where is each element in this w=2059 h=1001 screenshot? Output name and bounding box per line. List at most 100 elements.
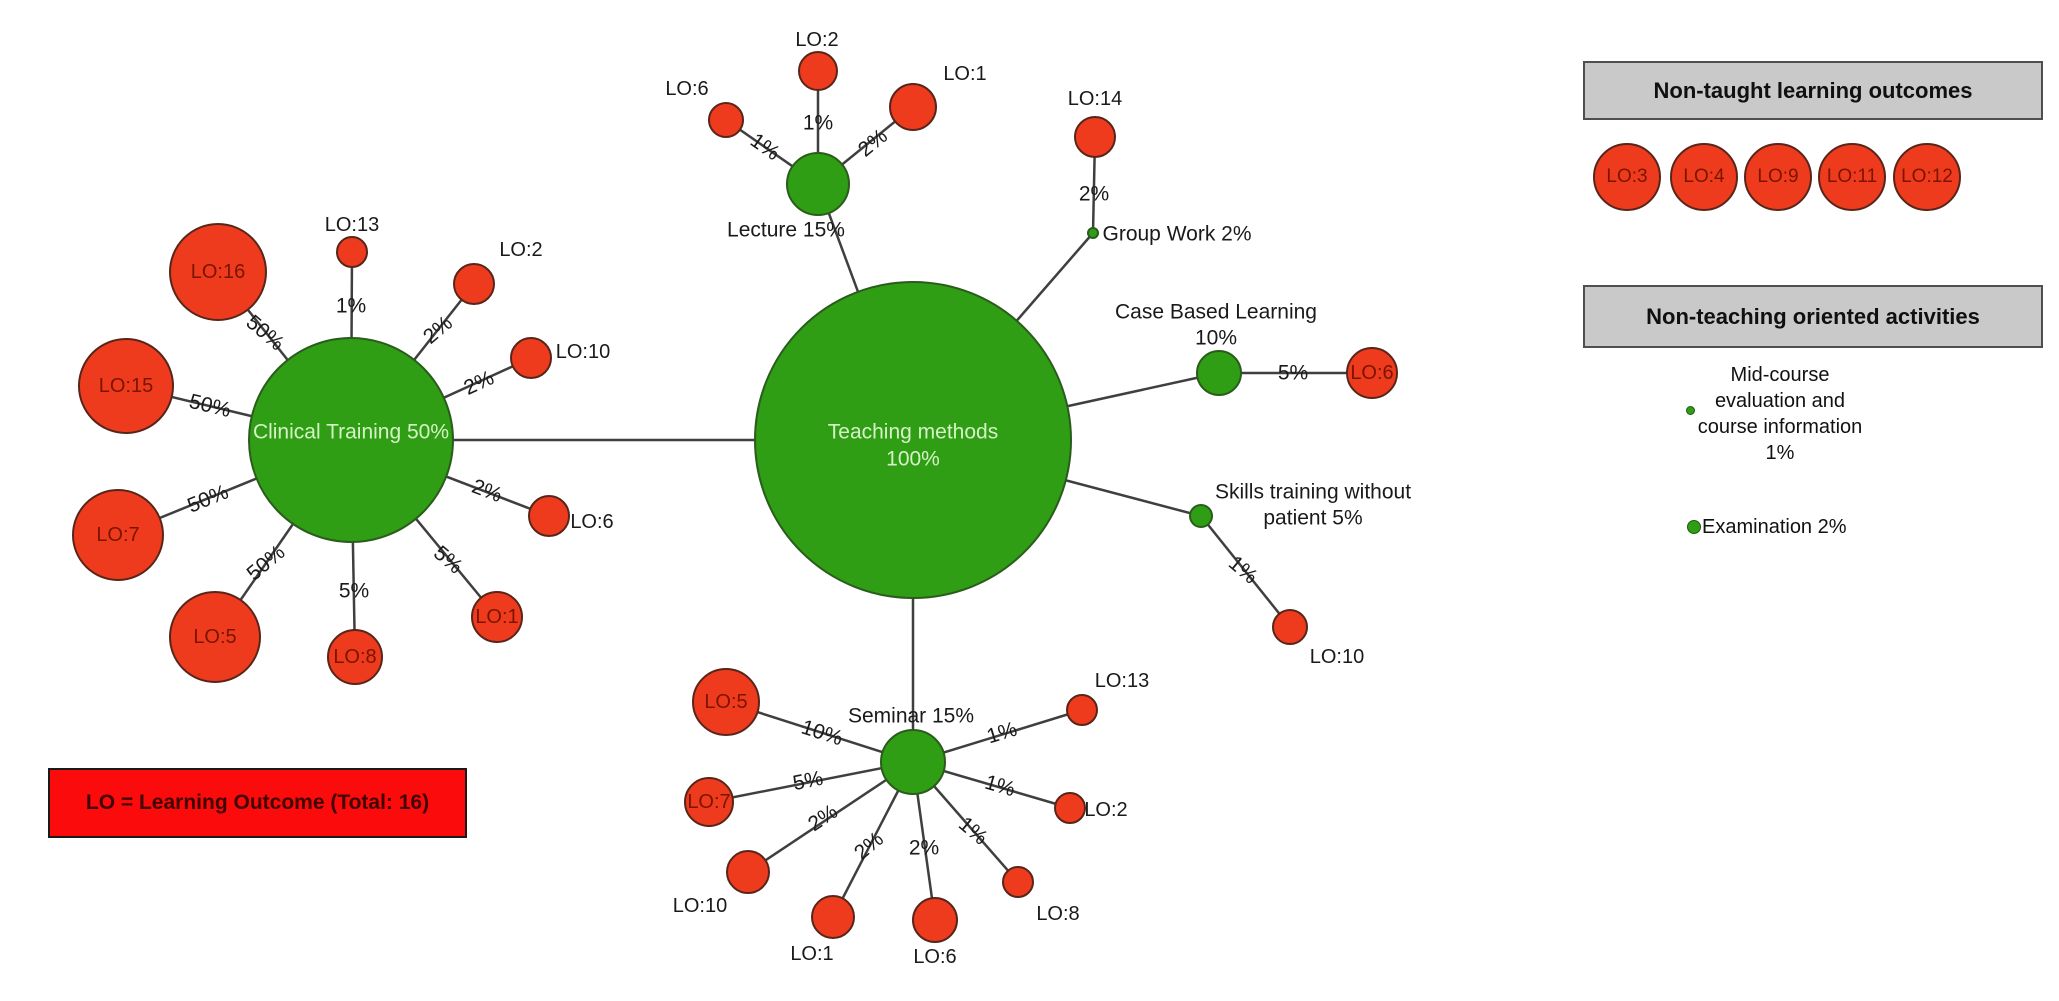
node-label-lecture: Lecture 15% [727, 219, 845, 242]
edge-percent-label-cbl-cbl-lo6: 5% [1278, 362, 1308, 385]
non-taught-outcomes-header: Non-taught learning outcomes [1583, 61, 2043, 120]
node-label-sem-lo10: LO:10 [673, 895, 727, 917]
node-sk-lo10 [1272, 609, 1308, 645]
node-label-sem-lo5: LO:5 [704, 691, 747, 713]
legend-outcome-lo9: LO:9 [1744, 143, 1812, 211]
edge-seminar-sem-lo7 [708, 760, 914, 804]
node-teaching [754, 281, 1072, 599]
node-cl-lo15 [78, 338, 174, 434]
examination-item: Examination 2% [1702, 516, 1847, 538]
node-label-cl-lo15: LO:15 [99, 375, 153, 397]
edge-percent-label-seminar-sem-lo7: 5% [791, 767, 825, 795]
node-cbl-lo6 [1346, 347, 1398, 399]
non-taught-outcomes-title: Non-taught learning outcomes [1653, 77, 1973, 103]
midcourse-line-4: 1% [1765, 442, 1795, 464]
legend-outcome-lo4: LO:4 [1670, 143, 1738, 211]
node-label-teaching-line2: 100% [886, 448, 940, 471]
edge-percent-label-seminar-sem-lo6: 2% [909, 837, 939, 860]
node-label-cbl-line1: Case Based Learning [1115, 301, 1317, 324]
legend-outcome-lo12-label: LO:12 [1901, 166, 1953, 187]
node-sem-lo8 [1002, 866, 1034, 898]
node-cl-lo5 [169, 591, 261, 683]
node-sem-lo5 [692, 668, 760, 736]
node-label-sk-lo10: LO:10 [1310, 646, 1364, 668]
node-sem-lo13 [1066, 694, 1098, 726]
midcourse-evaluation-dot-icon [1686, 406, 1695, 415]
node-label-groupwork: Group Work 2% [1103, 223, 1252, 246]
learning-outcome-footnote: LO = Learning Outcome (Total: 16) [48, 768, 467, 838]
node-lec-lo1 [889, 83, 937, 131]
legend-outcome-lo12: LO:12 [1893, 143, 1961, 211]
node-label-lec-lo6: LO:6 [665, 78, 708, 100]
node-cl-lo6 [528, 495, 570, 537]
node-label-cl-lo7: LO:7 [96, 524, 139, 546]
edge-percent-label-clinical-cl-lo16: 50% [242, 311, 289, 356]
node-lec-lo2 [798, 51, 838, 91]
node-label-clinical: Clinical Training 50% [253, 421, 449, 444]
node-label-cl-lo6: LO:6 [570, 511, 613, 533]
node-label-sem-lo8: LO:8 [1036, 903, 1079, 925]
node-label-cl-lo8: LO:8 [333, 646, 376, 668]
legend-outcome-lo11: LO:11 [1818, 143, 1886, 211]
edge-percent-label-clinical-cl-lo8: 5% [339, 580, 369, 603]
node-label-gw-lo14: LO:14 [1068, 88, 1122, 110]
node-label-cl-lo2: LO:2 [499, 239, 542, 261]
node-cl-lo8 [327, 629, 383, 685]
node-cl-lo2 [453, 263, 495, 305]
edge-percent-label-clinical-cl-lo6: 2% [469, 475, 506, 507]
non-teaching-activities-title: Non-teaching oriented activities [1646, 303, 1980, 329]
legend-outcome-lo3-label: LO:3 [1606, 166, 1648, 187]
node-label-seminar: Seminar 15% [848, 705, 974, 728]
non-teaching-activities-header: Non-teaching oriented activities [1583, 285, 2043, 348]
edge-percent-label-lecture-lec-lo2: 1% [803, 112, 833, 135]
node-label-sem-lo2: LO:2 [1084, 799, 1127, 821]
node-label-cl-lo5: LO:5 [193, 626, 236, 648]
node-label-cl-lo10: LO:10 [556, 341, 610, 363]
midcourse-line-2: evaluation and [1714, 390, 1846, 412]
edge-percent-label-clinical-cl-lo2: 2% [419, 311, 457, 348]
edge-seminar-sem-lo10 [747, 760, 914, 874]
edge-percent-label-clinical-cl-lo10: 2% [460, 366, 497, 400]
midcourse-evaluation-item: Mid-course evaluation and course informa… [1680, 362, 1880, 466]
node-label-cl-lo13: LO:13 [325, 214, 379, 236]
legend-outcome-lo9-label: LO:9 [1757, 166, 1799, 187]
legend-outcome-lo3: LO:3 [1593, 143, 1661, 211]
node-label-sem-lo1: LO:1 [790, 943, 833, 965]
edge-percent-label-seminar-sem-lo2: 1% [982, 771, 1018, 802]
edge-percent-label-lecture-lec-lo6: 1% [746, 129, 784, 165]
node-label-cbl-line2: 10% [1195, 327, 1237, 350]
node-sem-lo2 [1054, 792, 1086, 824]
node-label-cbl-lo6: LO:6 [1350, 362, 1393, 384]
edge-percent-label-seminar-sem-lo1: 2% [850, 827, 888, 864]
node-label-sem-lo6: LO:6 [913, 946, 956, 968]
edge-percent-label-seminar-sem-lo13: 1% [984, 718, 1020, 749]
node-label-skills-line2: patient 5% [1263, 507, 1362, 530]
node-cl-lo7 [72, 489, 164, 581]
node-cl-lo10 [510, 337, 552, 379]
node-sem-lo1 [811, 895, 855, 939]
examination-dot-icon [1687, 520, 1701, 534]
node-label-sem-lo13: LO:13 [1095, 670, 1149, 692]
learning-outcome-footnote-label: LO = Learning Outcome (Total: 16) [85, 791, 430, 814]
edge-percent-label-groupwork-gw-lo14: 2% [1079, 183, 1109, 206]
node-lec-lo6 [708, 102, 744, 138]
edge-percent-label-seminar-sem-lo5: 10% [798, 716, 845, 751]
node-sem-lo10 [726, 850, 770, 894]
node-cl-lo1 [471, 591, 523, 643]
midcourse-line-1: Mid-course [1730, 364, 1830, 386]
node-cbl [1196, 350, 1242, 396]
node-clinical [248, 337, 454, 543]
node-cl-lo16 [169, 223, 267, 321]
node-label-sem-lo7: LO:7 [687, 791, 730, 813]
node-seminar [880, 729, 946, 795]
legend-outcome-lo4-label: LO:4 [1683, 166, 1725, 187]
midcourse-line-3: course information [1697, 416, 1863, 438]
node-sem-lo6 [912, 897, 958, 943]
legend-outcome-lo11-label: LO:11 [1826, 166, 1878, 187]
node-gw-lo14 [1074, 116, 1116, 158]
node-label-lec-lo2: LO:2 [795, 29, 838, 51]
node-skills [1189, 504, 1213, 528]
node-label-teaching-line1: Teaching methods [828, 421, 998, 444]
